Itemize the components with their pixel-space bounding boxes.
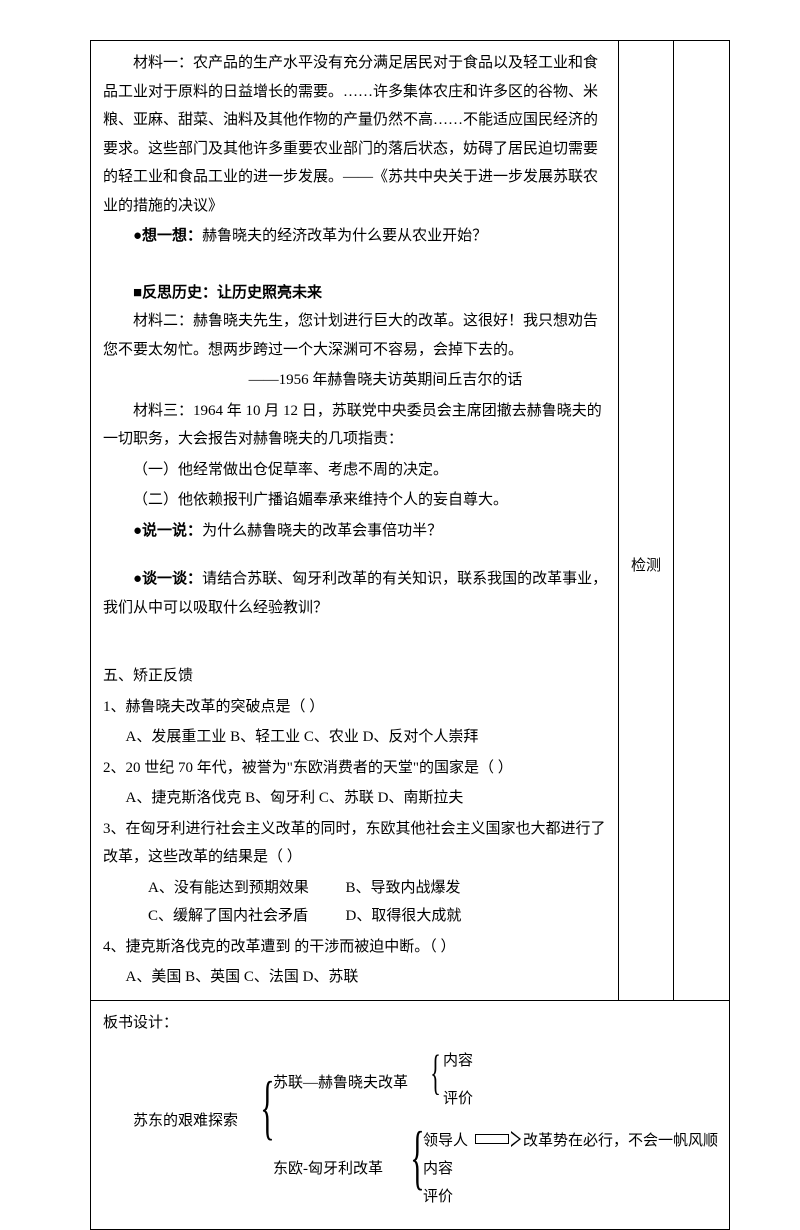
say-line: ●说一说：为什么赫鲁晓夫的改革会事倍功半？	[103, 517, 608, 546]
material-1: 材料一：农产品的生产水平没有充分满足居民对于食品以及轻工业和食品工业对于原料的日…	[103, 49, 608, 220]
reflect-heading: ■反思历史：让历史照亮未来	[103, 279, 608, 308]
side-label-cell: 检测	[619, 41, 674, 1000]
quiz-q3-optB: B、导致内战爆发	[346, 880, 461, 896]
document-table: 材料一：农产品的生产水平没有充分满足居民对于食品以及轻工业和食品工业对于原料的日…	[90, 40, 730, 1230]
side-empty-cell	[674, 41, 729, 1000]
quiz-q4-options: A、美国 B、英国 C、法国 D、苏联	[103, 963, 608, 992]
quiz-q2-options: A、捷克斯洛伐克 B、匈牙利 C、苏联 D、南斯拉夫	[103, 784, 608, 813]
quiz-q1-options: A、发展重工业 B、轻工业 C、农业 D、反对个人崇拜	[103, 723, 608, 752]
side-label: 检测	[631, 552, 661, 581]
say-question: 为什么赫鲁晓夫的改革会事倍功半？	[202, 523, 442, 539]
board-b2-c: 评价	[423, 1183, 453, 1212]
material-2-p1: 材料二：赫鲁晓夫先生，您计划进行巨大的改革。这很好！我只想劝告您不要太匆忙。想两…	[103, 307, 608, 364]
quiz-q3-optD: D、取得很大成就	[346, 908, 462, 924]
section-5-heading: 五、矫正反馈	[103, 662, 608, 691]
quiz-q1: 1、赫鲁晓夫改革的突破点是（ ）	[103, 693, 608, 722]
board-b1-a: 内容	[443, 1047, 473, 1076]
board-title: 板书设计：	[103, 1009, 719, 1038]
material-3-item1: （一）他经常做出仓促草率、考虑不周的决定。	[103, 456, 608, 485]
board-b1-b: 评价	[443, 1085, 473, 1114]
say-label: ●说一说：	[133, 523, 202, 539]
board-b2-a: 领导人	[423, 1127, 468, 1156]
material-3-p1: 材料三：1964 年 10 月 12 日，苏联党中央委员会主席团撤去赫鲁晓夫的一…	[103, 397, 608, 454]
board-b2-b: 内容	[423, 1155, 453, 1184]
quiz-q3-optA: A、没有能达到预期效果	[126, 874, 346, 903]
arrow-icon	[475, 1133, 519, 1145]
quiz-q2: 2、20 世纪 70 年代，被誉为"东欧消费者的天堂"的国家是（ ）	[103, 754, 608, 783]
quiz-q3: 3、在匈牙利进行社会主义改革的同时，东欧其他社会主义国家也大都进行了改革，这些改…	[103, 815, 608, 872]
talk-label: ●谈一谈：	[133, 571, 202, 587]
board-design-cell: 板书设计： 苏东的艰难探索 { 苏联—赫鲁晓夫改革 { 内容 评价 东欧-匈牙利…	[91, 1000, 729, 1230]
board-diagram: 苏东的艰难探索 { 苏联—赫鲁晓夫改革 { 内容 评价 东欧-匈牙利改革 { 领…	[103, 1037, 719, 1217]
quiz-q3-row2: C、缓解了国内社会矛盾D、取得很大成就	[103, 902, 608, 931]
material-2-source: ——1956 年赫鲁晓夫访英期间丘吉尔的话	[103, 366, 608, 395]
brace-icon: {	[430, 1049, 441, 1097]
quiz-q3-row1: A、没有能达到预期效果B、导致内战爆发	[103, 874, 608, 903]
think-label: ●想一想：	[133, 228, 202, 244]
main-content-cell: 材料一：农产品的生产水平没有充分满足居民对于食品以及轻工业和食品工业对于原料的日…	[91, 41, 619, 1000]
think-question: 赫鲁晓夫的经济改革为什么要从农业开始？	[202, 228, 487, 244]
material-3-item2: （二）他依赖报刊广播谄媚奉承来维持个人的妄自尊大。	[103, 486, 608, 515]
top-row: 材料一：农产品的生产水平没有充分满足居民对于食品以及轻工业和食品工业对于原料的日…	[91, 41, 729, 1000]
board-arrow-text: 改革势在必行，不会一帆风顺	[523, 1127, 718, 1156]
board-root: 苏东的艰难探索	[133, 1107, 238, 1136]
think-line: ●想一想：赫鲁晓夫的经济改革为什么要从农业开始？	[103, 222, 608, 251]
quiz-q4: 4、捷克斯洛伐克的改革遭到 的干涉而被迫中断。（ ）	[103, 933, 608, 962]
board-branch1: 苏联—赫鲁晓夫改革	[273, 1069, 408, 1098]
quiz-q3-optC: C、缓解了国内社会矛盾	[126, 902, 346, 931]
talk-line: ●谈一谈：请结合苏联、匈牙利改革的有关知识，联系我国的改革事业，我们从中可以吸取…	[103, 565, 608, 622]
board-branch2: 东欧-匈牙利改革	[273, 1155, 383, 1184]
